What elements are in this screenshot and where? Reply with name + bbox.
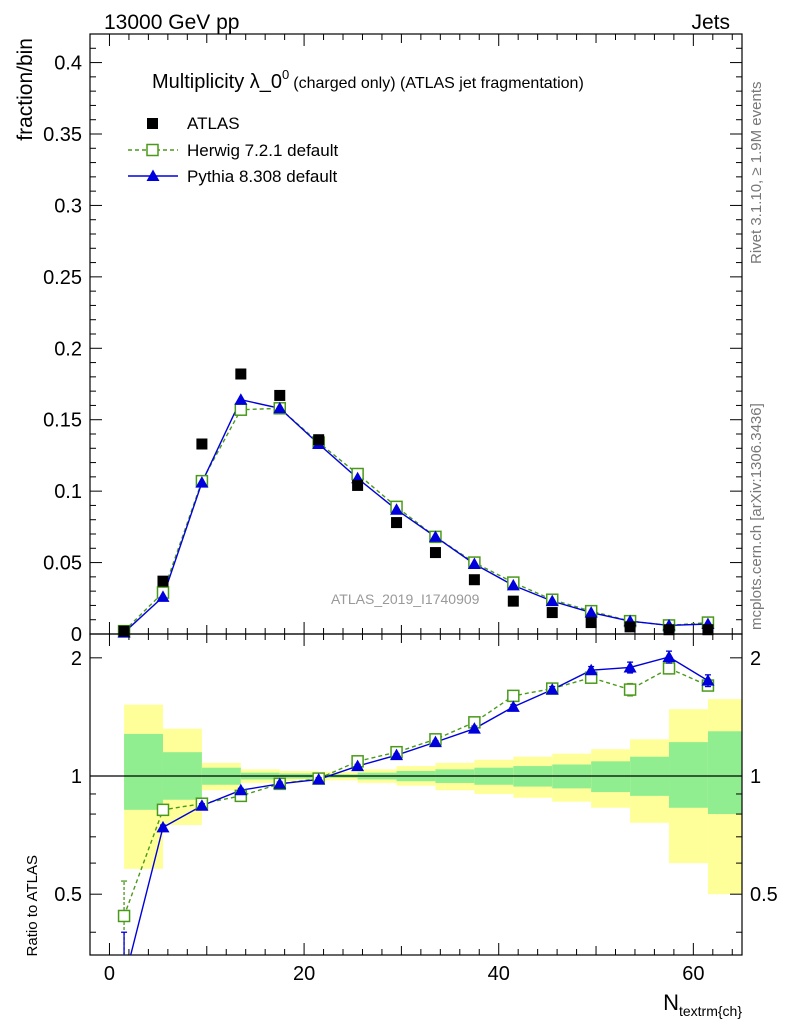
x-tick-label: 20 [293,963,315,985]
atlas-data-point [352,479,364,491]
atlas-data-point [157,575,169,587]
analysis-label: ATLAS_2019_I1740909 [331,591,480,607]
main-y-tick-label: 0.2 [54,338,82,360]
pythia-main-line [123,398,708,634]
legend-herwig-label: Herwig 7.2.1 default [187,141,338,160]
legend-atlas-marker [147,118,158,129]
atlas-data-point [546,607,558,619]
pythia-ratio-point [662,650,676,662]
pythia-main-point [467,557,481,569]
x-axis-title-main: N [663,990,679,1015]
atlas-data-point [235,368,247,380]
atlas-data-point [663,624,675,636]
legend-pythia-label: Pythia 8.308 default [187,167,338,186]
plot-title-main: Multiplicity λ_0 [152,71,282,93]
pythia-main-point [584,606,598,618]
pythia-ratio-point [390,748,404,761]
atlas-data-point [468,574,480,586]
pythia-ratio-point [545,683,559,695]
atlas-data-point [391,517,403,529]
ratio-y-tick-label: 2 [71,648,82,670]
jets-label: Jets [691,11,730,34]
atlas-data-point [313,434,325,446]
herwig-ratio-point [662,662,676,675]
main-y-axis-title: fraction/bin [14,38,37,141]
pythia-main-point [545,594,559,607]
atlas-data-point [118,625,130,637]
ratio-series-group [117,650,715,987]
ratio-plot-frame [89,633,743,956]
herwig-main-point [234,403,248,416]
atlas-data-point [196,438,208,450]
pythia-main-point [234,393,248,405]
plot-title: Multiplicity λ_00 (charged only) (ATLAS j… [152,67,584,93]
ratio-inner-band-bin [669,742,708,808]
main-y-tick-label: 0.1 [54,481,82,503]
plot-title-superscript: 0 [282,67,289,82]
ratio-y-tick-label-right: 2 [750,648,761,670]
pythia-ratio-point [156,820,170,833]
pythia-main-point [428,530,442,542]
x-tick-label: 0 [104,963,115,985]
mcplots-reference-label: mcplots.cern.ch [arXiv:1306.3436] [748,403,765,630]
x-axis-title-subscript: textrm{ch} [679,1003,742,1019]
legend-atlas-label: ATLAS [187,114,240,133]
main-y-tick-label: 0.3 [54,195,82,217]
ratio-y-tick-label-right: 0.5 [750,884,778,906]
main-y-tick-label: 0.15 [43,410,82,432]
pythia-ratio-point [584,663,598,676]
main-y-tick-label: 0.25 [43,267,82,289]
ratio-inner-band-bin [591,761,631,793]
pythia-ratio-point [312,772,326,785]
pythia-ratio-point [506,700,520,712]
pythia-main-point [390,503,404,515]
x-tick-label: 40 [488,963,510,985]
main-y-tick-label: 0.35 [43,124,82,146]
herwig-ratio-point [623,683,637,696]
ratio-y-tick-label-right: 1 [750,766,761,788]
main-y-tick-label: 0 [71,624,82,646]
ratio-y-tick-label: 0.5 [54,884,82,906]
ratio-y-tick-label: 1 [71,766,82,788]
pythia-main-point [273,401,287,414]
atlas-data-point [702,624,714,636]
pythia-main-point [195,476,209,488]
pythia-ratio-point [623,660,637,673]
pythia-ratio-point [195,799,209,811]
pythia-ratio-point [273,777,287,789]
atlas-data-point [585,617,597,629]
atlas-data-point [429,547,441,559]
plot-title-subtitle: (charged only) (ATLAS jet fragmentation) [293,75,584,92]
x-tick-label: 60 [682,963,704,985]
pythia-ratio-point [428,735,442,748]
x-axis-title: Ntextrm{ch} [663,990,742,1019]
pythia-ratio-point [467,722,481,734]
pythia-ratio-line [129,656,709,955]
pythia-ratio-point [118,975,131,987]
ratio-inner-band-bin [707,731,742,815]
pythia-ratio-point [701,674,715,686]
ratio-inner-band-bin [124,733,163,810]
main-y-tick-label: 0.4 [54,53,82,75]
legend-pythia-marker [146,169,160,181]
atlas-data-point [274,389,286,401]
collision-label: 13000 GeV pp [104,11,239,34]
pythia-ratio-point [351,759,365,772]
herwig-ratio-point [507,689,520,703]
atlas-data-point [624,621,636,633]
legend-herwig-marker [146,143,159,157]
legend: ATLAS Herwig 7.2.1 default Pythia 8.308 … [128,114,338,186]
atlas-data-point [507,595,519,607]
main-y-tick-label: 0.05 [43,553,82,575]
pythia-main-point [156,590,170,602]
pythia-main-point [506,578,520,591]
herwig-ratio-point [117,909,131,923]
rivet-version-label: Rivet 3.1.10, ≥ 1.9M events [748,82,765,265]
pythia-ratio-point [234,783,248,796]
ratio-y-axis-title: Ratio to ATLAS [24,855,41,956]
herwig-ratio-point [156,803,170,817]
